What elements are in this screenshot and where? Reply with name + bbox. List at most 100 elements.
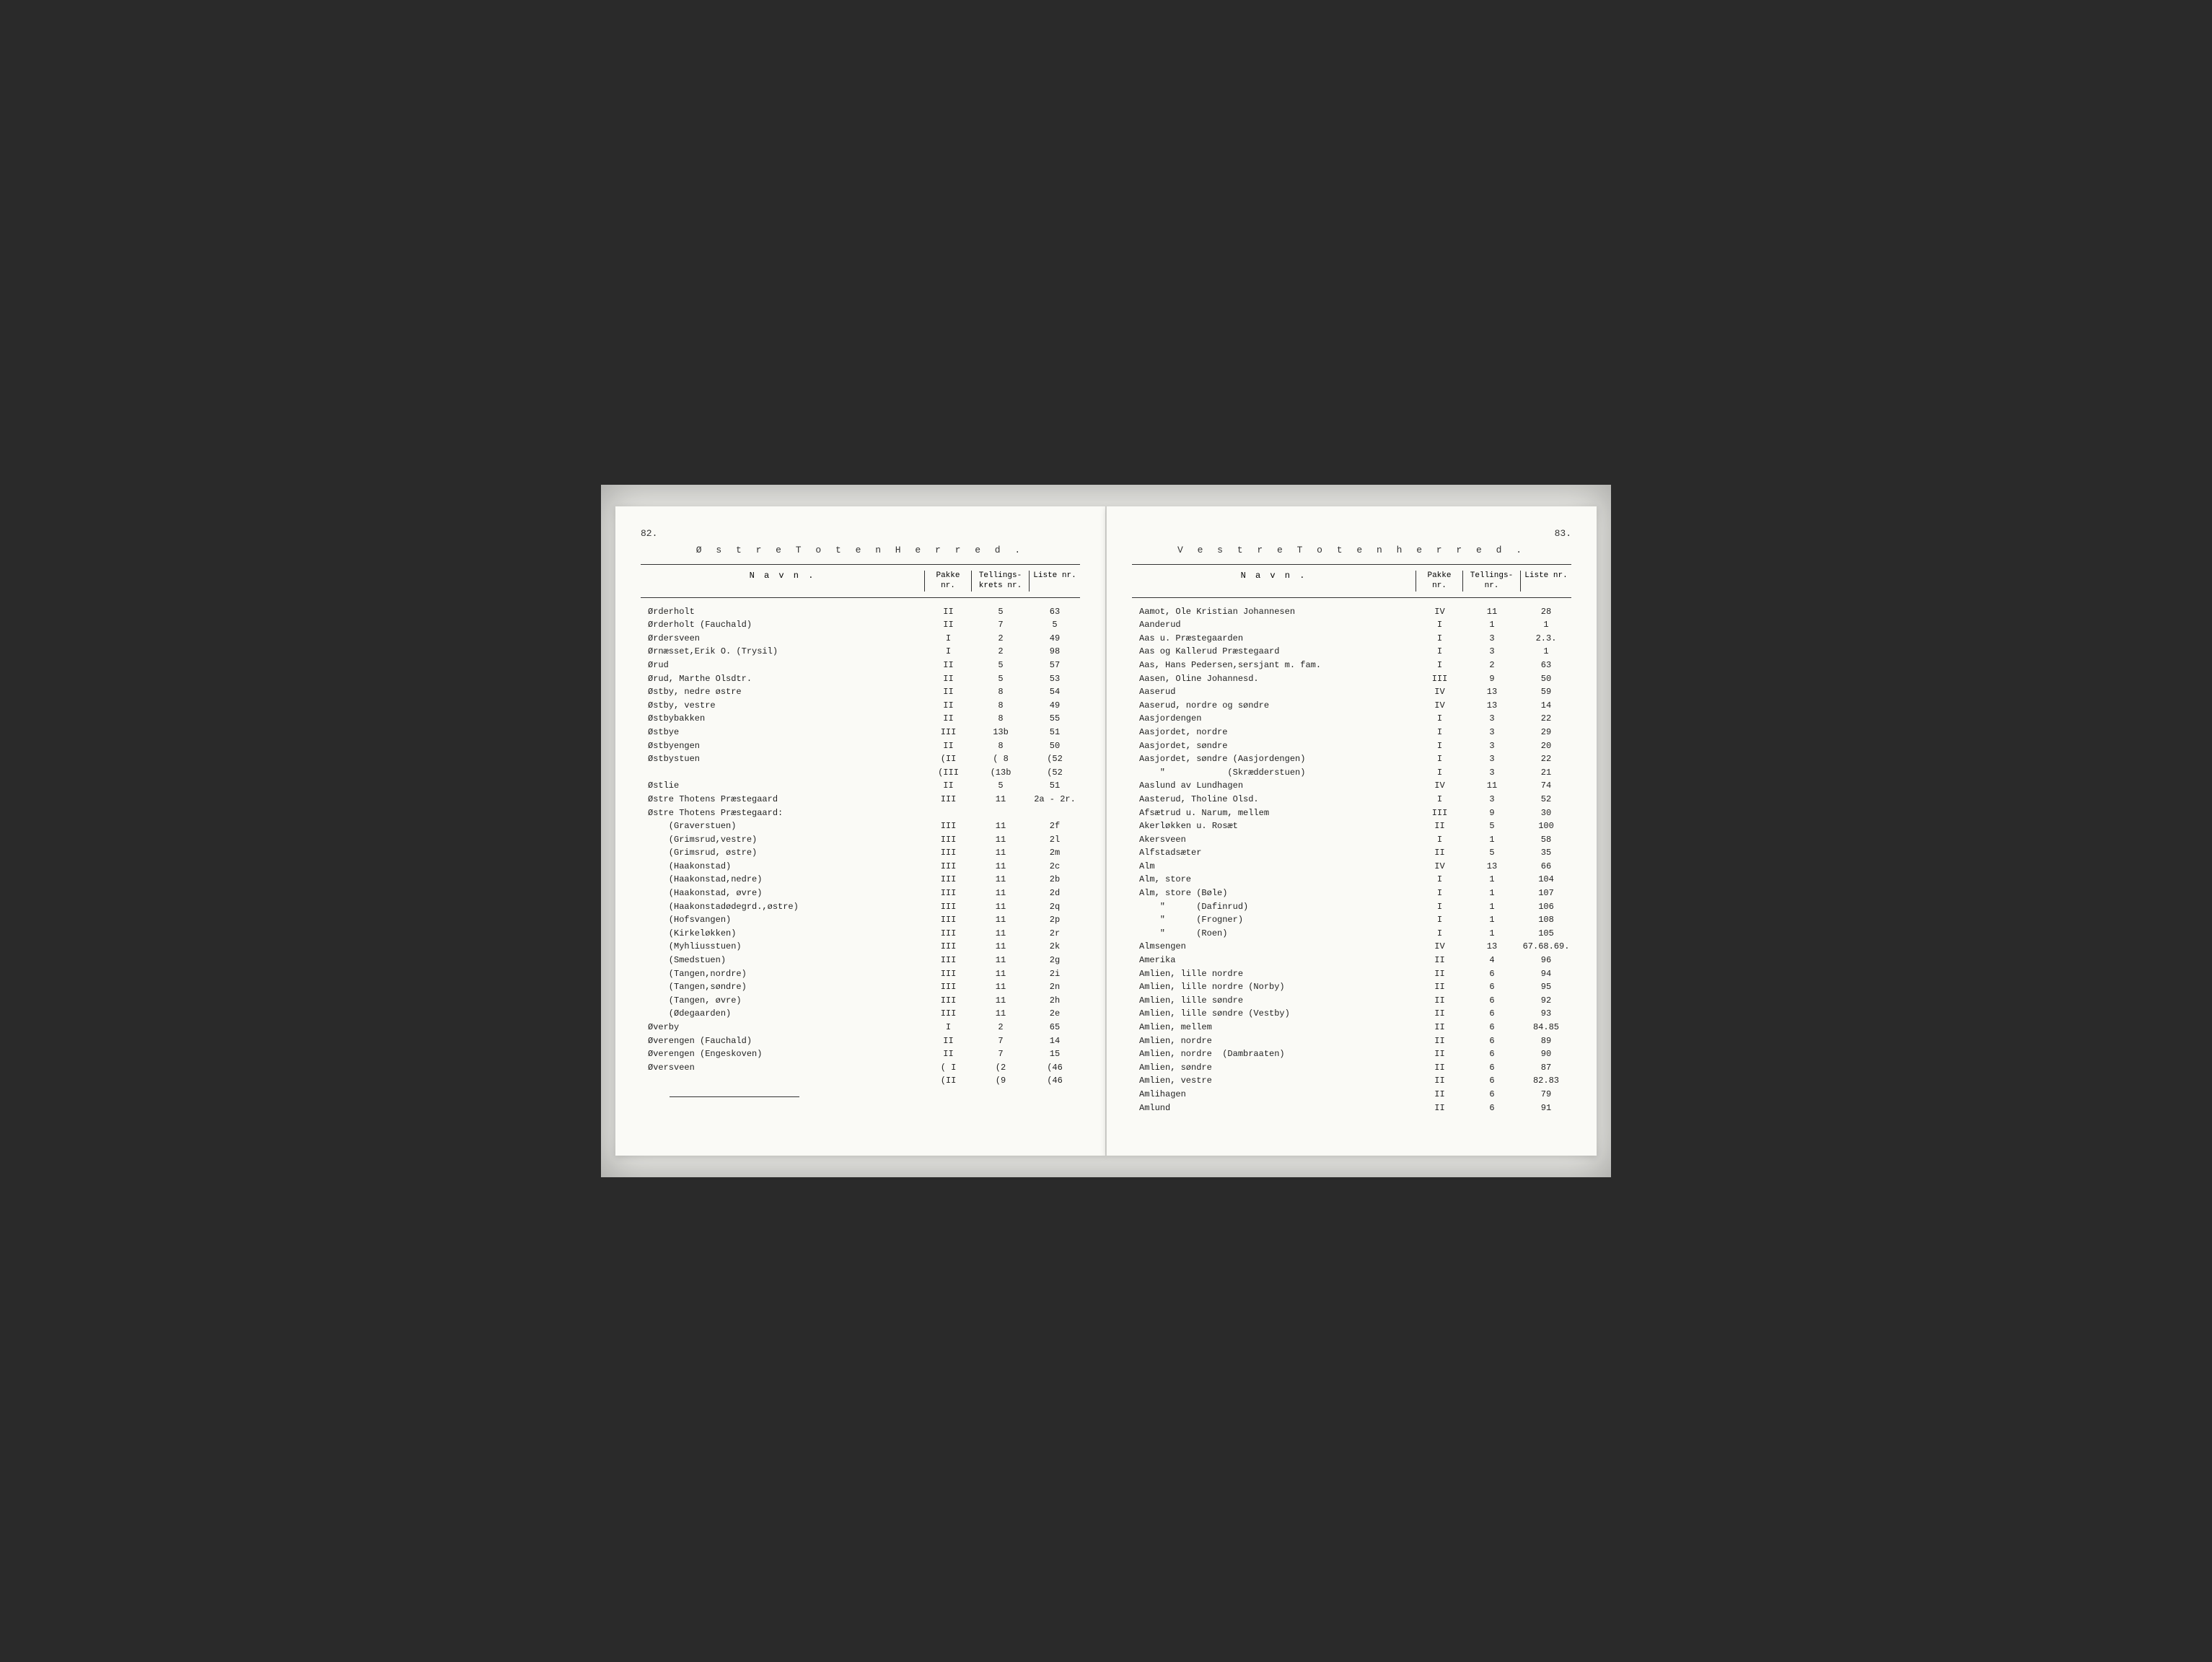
cell-tellings: 11: [972, 980, 1030, 994]
cell-tellings: 7: [972, 1034, 1030, 1048]
cell-pakke: I: [1416, 618, 1463, 632]
table-row: AlmIV1366: [1132, 860, 1571, 874]
cell-navn: Afsætrud u. Narum, mellem: [1132, 806, 1416, 820]
cell-pakke: III: [925, 819, 972, 833]
cell-navn: (Tangen,nordre): [641, 967, 925, 981]
cell-liste: 82.83: [1521, 1074, 1571, 1088]
cell-pakke: II: [1416, 1021, 1463, 1034]
cell-navn: Østbyengen: [641, 739, 925, 753]
cell-pakke: IV: [1416, 940, 1463, 954]
cell-tellings: 13: [1463, 860, 1521, 874]
cell-pakke: I: [1416, 659, 1463, 672]
table-row: Ørderholt (Fauchald)II75: [641, 618, 1080, 632]
cell-tellings: 3: [1463, 726, 1521, 739]
cell-pakke: IV: [1416, 699, 1463, 713]
cell-liste: 59: [1521, 685, 1571, 699]
cell-pakke: IV: [1416, 860, 1463, 874]
cell-liste: 96: [1521, 954, 1571, 967]
cell-liste: 55: [1030, 712, 1080, 726]
cell-navn: Aasen, Oline Johannesd.: [1132, 672, 1416, 686]
cell-liste: 50: [1030, 739, 1080, 753]
table-row: (Haakonstadødegrd.,østre)III112q: [641, 900, 1080, 914]
cell-liste: 79: [1521, 1088, 1571, 1102]
cell-navn: [641, 1074, 925, 1088]
cell-tellings: 2: [972, 1021, 1030, 1034]
cell-tellings: 3: [1463, 752, 1521, 766]
cell-liste: 35: [1521, 846, 1571, 860]
cell-navn: " (Roen): [1132, 927, 1416, 941]
cell-navn: Aas u. Præstegaarden: [1132, 632, 1416, 646]
left-page: 82. Ø s t r e T o t e n H e r r e d . N …: [615, 506, 1106, 1156]
cell-navn: Akerløkken u. Rosæt: [1132, 819, 1416, 833]
cell-liste: (52: [1030, 766, 1080, 780]
table-row: ØstbyeIII13b51: [641, 726, 1080, 739]
cell-tellings: 2: [1463, 659, 1521, 672]
cell-pakke: II: [1416, 819, 1463, 833]
table-row: ØstbybakkenII855: [641, 712, 1080, 726]
table-row: Amlien, lille nordreII694: [1132, 967, 1571, 981]
cell-liste: 107: [1521, 887, 1571, 900]
header-tellings: Tellings-krets nr.: [972, 571, 1030, 592]
cell-pakke: II: [925, 685, 972, 699]
cell-tellings: 1: [1463, 913, 1521, 927]
cell-pakke: I: [1416, 793, 1463, 806]
cell-navn: Aas, Hans Pedersen,sersjant m. fam.: [1132, 659, 1416, 672]
end-rule: [670, 1096, 799, 1097]
cell-pakke: I: [1416, 632, 1463, 646]
table-row: AlfstadsæterII535: [1132, 846, 1571, 860]
cell-navn: Aasjordengen: [1132, 712, 1416, 726]
table-row: (Tangen,søndre)III112n: [641, 980, 1080, 994]
table-row: Ørud, Marthe Olsdtr.II553: [641, 672, 1080, 686]
cell-pakke: II: [1416, 1047, 1463, 1061]
cell-navn: Almsengen: [1132, 940, 1416, 954]
cell-pakke: II: [1416, 967, 1463, 981]
cell-liste: 2.3.: [1521, 632, 1571, 646]
cell-navn: Amlien, lille nordre (Norby): [1132, 980, 1416, 994]
cell-navn: (Tangen,søndre): [641, 980, 925, 994]
cell-pakke: III: [1416, 806, 1463, 820]
table-row: ØverbyI265: [641, 1021, 1080, 1034]
cell-liste: (46: [1030, 1061, 1080, 1075]
cell-pakke: I: [1416, 927, 1463, 941]
right-page-title: V e s t r e T o t e n h e r r e d .: [1132, 545, 1571, 555]
cell-tellings: 6: [1463, 1034, 1521, 1048]
cell-liste: 52: [1521, 793, 1571, 806]
cell-navn: Østbystuen: [641, 752, 925, 766]
cell-navn: (Haakonstad,nedre): [641, 873, 925, 887]
table-row: " (Frogner)I1108: [1132, 913, 1571, 927]
cell-tellings: 11: [972, 994, 1030, 1008]
cell-pakke: ( I: [925, 1061, 972, 1075]
table-row: Østby, vestreII849: [641, 699, 1080, 713]
cell-navn: (Grimsrud,vestre): [641, 833, 925, 847]
cell-liste: 2c: [1030, 860, 1080, 874]
cell-tellings: 11: [972, 860, 1030, 874]
cell-pakke: IV: [1416, 685, 1463, 699]
table-row: ØstbyengenII850: [641, 739, 1080, 753]
cell-liste: 50: [1521, 672, 1571, 686]
cell-navn: Alm, store (Bøle): [1132, 887, 1416, 900]
cell-liste: 29: [1521, 726, 1571, 739]
cell-tellings: 11: [972, 967, 1030, 981]
cell-pakke: III: [925, 860, 972, 874]
cell-liste: 91: [1521, 1102, 1571, 1115]
cell-navn: " (Dafinrud): [1132, 900, 1416, 914]
table-row: AaserudIV1359: [1132, 685, 1571, 699]
cell-tellings: 11: [972, 833, 1030, 847]
cell-tellings: 1: [1463, 900, 1521, 914]
cell-liste: 51: [1030, 726, 1080, 739]
cell-pakke: III: [925, 994, 972, 1008]
table-row: " (Skrædderstuen)I321: [1132, 766, 1571, 780]
cell-liste: 28: [1521, 605, 1571, 619]
table-row: Aas u. PræstegaardenI32.3.: [1132, 632, 1571, 646]
table-row: Aaslund av LundhagenIV1174: [1132, 779, 1571, 793]
table-row: Øverengen (Engeskoven)II715: [641, 1047, 1080, 1061]
cell-tellings: 7: [972, 618, 1030, 632]
cell-tellings: 8: [972, 685, 1030, 699]
cell-pakke: III: [925, 900, 972, 914]
cell-pakke: II: [1416, 1007, 1463, 1021]
table-row: Aaserud, nordre og søndreIV1314: [1132, 699, 1571, 713]
table-row: AmlundII691: [1132, 1102, 1571, 1115]
cell-navn: Østre Thotens Præstegaard: [641, 793, 925, 806]
microfilm-frame: 82. Ø s t r e T o t e n H e r r e d . N …: [601, 485, 1611, 1177]
cell-pakke: I: [1416, 833, 1463, 847]
